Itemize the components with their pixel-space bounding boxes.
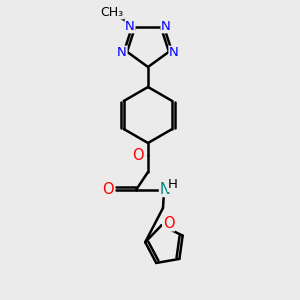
Text: N: N bbox=[169, 46, 179, 59]
Text: O: O bbox=[132, 148, 144, 163]
Text: O: O bbox=[163, 216, 174, 231]
Text: N: N bbox=[161, 20, 171, 33]
Text: CH₃: CH₃ bbox=[100, 6, 124, 19]
Text: N: N bbox=[125, 20, 135, 33]
Text: N: N bbox=[160, 182, 170, 196]
Text: N: N bbox=[117, 46, 127, 59]
Text: O: O bbox=[102, 182, 114, 197]
Text: H: H bbox=[168, 178, 178, 191]
